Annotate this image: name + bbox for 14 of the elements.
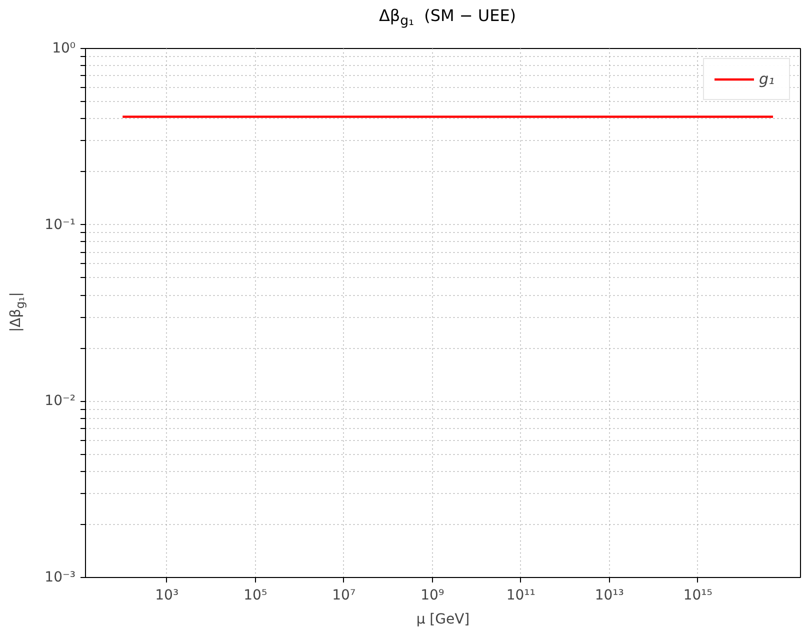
y-tick-label: 10⁻² (44, 393, 76, 410)
y-tick-label: 10⁻¹ (44, 216, 76, 233)
x-axis-title: μ [GeV] (416, 612, 470, 628)
y-tick-label: 10⁰ (52, 40, 76, 56)
y-tick-label: 10⁻³ (44, 570, 76, 586)
chart-title: Δβ$_{g₁}$ (SM − UEE) (378, 5, 516, 32)
x-tick-label: 10¹¹ (506, 588, 536, 604)
legend-label: g₁ (759, 70, 776, 88)
x-tick-label: 10¹⁵ (683, 588, 712, 604)
x-tick-label: 10¹³ (594, 588, 624, 604)
x-tick-label: 10⁷ (332, 588, 356, 604)
x-tick-label: 10³ (155, 588, 179, 604)
x-tick-label: 10⁹ (420, 588, 444, 604)
x-tick-label: 10⁵ (244, 588, 268, 604)
